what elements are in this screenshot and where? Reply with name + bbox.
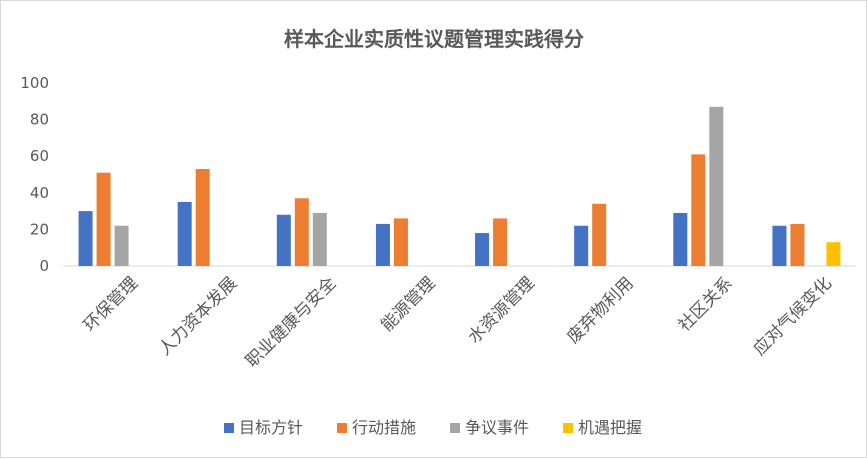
bar-7-series-3 bbox=[709, 106, 724, 266]
y-tick-label: 20 bbox=[30, 220, 49, 238]
bar-3-series-3 bbox=[312, 212, 327, 266]
x-axis-category-labels: 环保管理 人力资本发展 职业健康与安全 能源管理 水资源管理 废弃物利用 社区关系 应对气候变… bbox=[80, 273, 836, 371]
legend-swatch bbox=[337, 423, 347, 433]
bar-2-series-1 bbox=[177, 201, 192, 266]
x-category-label: 能源管理 bbox=[377, 273, 439, 335]
bar-8-series-1 bbox=[772, 225, 787, 266]
bar-8-series-4 bbox=[826, 242, 841, 266]
bar-7-series-1 bbox=[673, 212, 688, 266]
legend: 目标方针 行动措施 争议事件 机遇把握 bbox=[224, 418, 642, 437]
legend-label: 目标方针 bbox=[239, 418, 303, 437]
legend-swatch bbox=[450, 423, 460, 433]
x-category-label: 社区关系 bbox=[675, 273, 737, 335]
legend-swatch bbox=[563, 423, 573, 433]
bar-6-series-2 bbox=[592, 203, 607, 266]
x-category-label: 职业健康与安全 bbox=[242, 273, 340, 371]
y-axis-tick-labels: 0 20 40 60 80 100 bbox=[20, 74, 49, 275]
bar-3-series-1 bbox=[276, 214, 291, 266]
x-category-label: 人力资本发展 bbox=[155, 273, 241, 359]
legend-label: 争议事件 bbox=[465, 418, 529, 437]
y-tick-label: 0 bbox=[39, 257, 49, 275]
bar-1-series-2 bbox=[96, 172, 111, 266]
bar-5-series-1 bbox=[475, 233, 490, 266]
bar-8-series-2 bbox=[790, 223, 805, 266]
x-category-label: 应对气候变化 bbox=[750, 273, 836, 359]
legend-label: 机遇把握 bbox=[578, 418, 642, 437]
y-tick-label: 80 bbox=[30, 111, 49, 129]
bar-3-series-2 bbox=[294, 198, 309, 266]
bar-1-series-3 bbox=[114, 225, 129, 266]
y-tick-label: 60 bbox=[30, 147, 49, 165]
bar-4-series-1 bbox=[375, 223, 390, 266]
y-tick-label: 100 bbox=[20, 74, 49, 92]
x-category-label: 环保管理 bbox=[80, 273, 142, 335]
bar-7-series-2 bbox=[691, 154, 706, 266]
bar-5-series-2 bbox=[493, 218, 508, 266]
x-category-label: 水资源管理 bbox=[464, 273, 538, 347]
legend-label: 行动措施 bbox=[352, 418, 416, 437]
y-tick-label: 40 bbox=[30, 184, 49, 202]
legend-swatch bbox=[224, 423, 234, 433]
bar-4-series-2 bbox=[393, 218, 408, 266]
chart-title: 样本企业实质性议题管理实践得分 bbox=[284, 27, 584, 51]
bar-group bbox=[78, 106, 841, 266]
bar-6-series-1 bbox=[574, 225, 589, 266]
bar-2-series-2 bbox=[195, 169, 210, 266]
x-category-label: 废弃物利用 bbox=[563, 273, 637, 347]
bar-1-series-1 bbox=[78, 211, 93, 266]
